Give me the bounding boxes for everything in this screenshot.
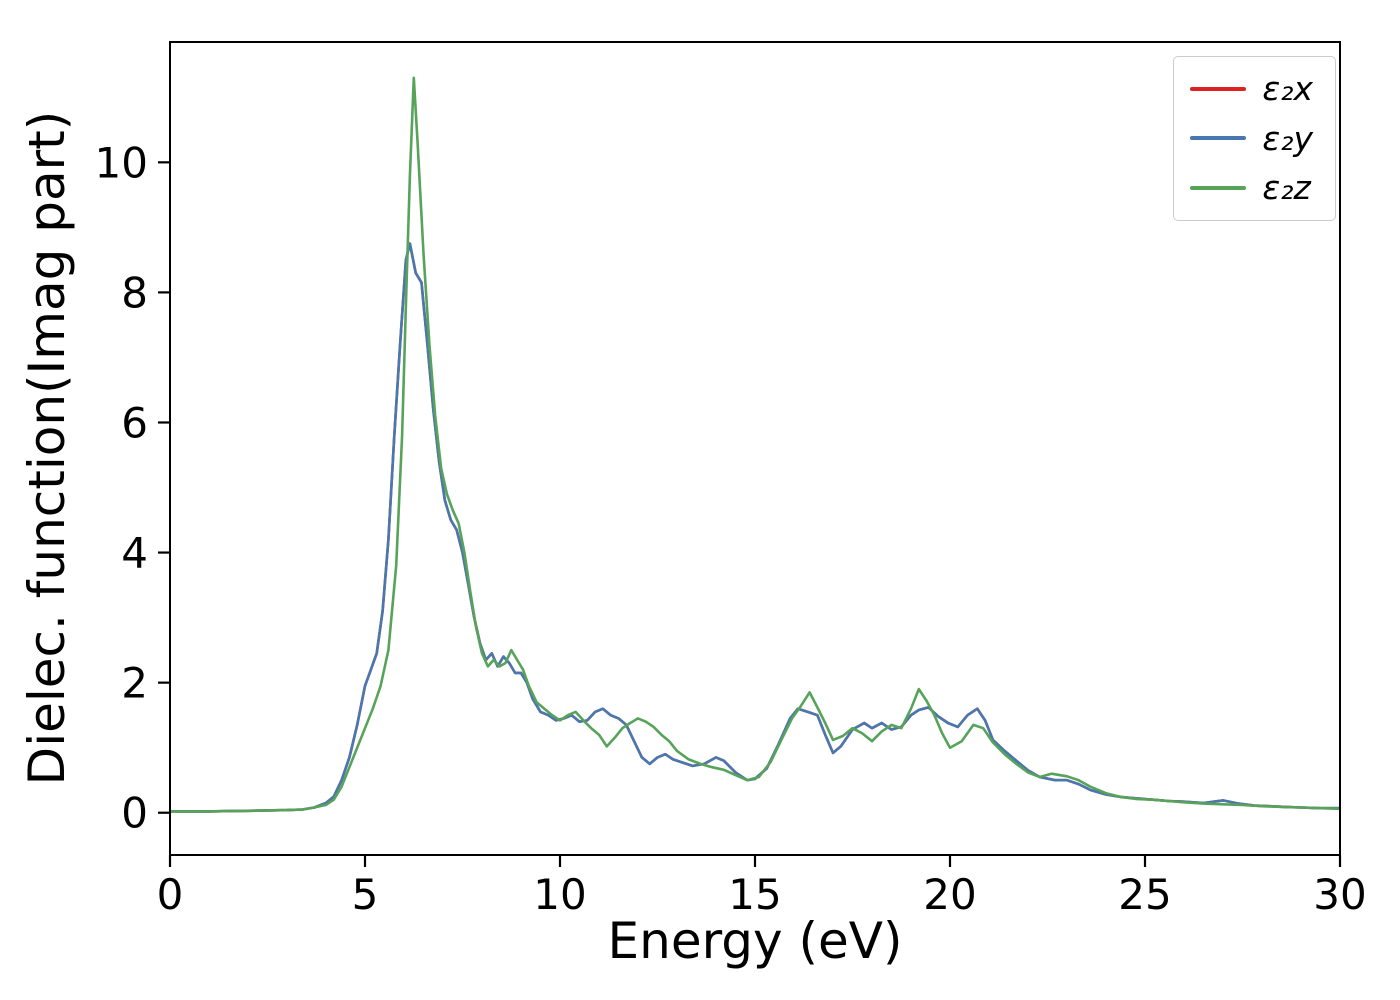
axes-box — [169, 41, 1341, 856]
y-axis-label: Dielec. function(Imag part) — [18, 110, 76, 786]
legend-line-e2z-icon — [1190, 185, 1247, 190]
line-epsilon2-z — [170, 76, 1340, 813]
x-tick-label: 25 — [1118, 870, 1171, 919]
x-tick-label: 15 — [728, 870, 781, 919]
x-axis-label: Energy (eV) — [607, 912, 903, 970]
x-tick-label: 30 — [1313, 870, 1366, 919]
y-tick-label: 10 — [95, 138, 148, 187]
legend-item-e2z: ε₂z — [1190, 168, 1313, 208]
y-tick-label: 0 — [121, 789, 148, 838]
legend-item-e2x: ε₂x — [1190, 69, 1313, 109]
legend-item-e2y: ε₂y — [1190, 119, 1313, 159]
line-epsilon2-x — [170, 242, 1340, 813]
x-tick-label: 0 — [157, 870, 184, 919]
legend-label-e2y: ε₂y — [1262, 118, 1313, 158]
x-tick-label: 10 — [533, 870, 586, 919]
y-tick-label: 4 — [121, 529, 148, 578]
legend-label-e2x: ε₂x — [1262, 69, 1313, 108]
y-tick-label: 6 — [121, 398, 148, 447]
series-lines — [170, 76, 1340, 813]
legend-line-e2x-icon — [1190, 86, 1247, 91]
line-epsilon2-y — [170, 242, 1340, 813]
y-tick-label: 8 — [121, 268, 148, 317]
x-tick-label: 5 — [352, 870, 379, 919]
legend-line-e2y-icon — [1190, 136, 1247, 141]
x-tick-label: 20 — [923, 870, 976, 919]
y-tick-label: 2 — [121, 659, 148, 708]
legend: ε₂x ε₂y ε₂z — [1173, 56, 1336, 221]
legend-label-e2z: ε₂z — [1262, 168, 1311, 208]
